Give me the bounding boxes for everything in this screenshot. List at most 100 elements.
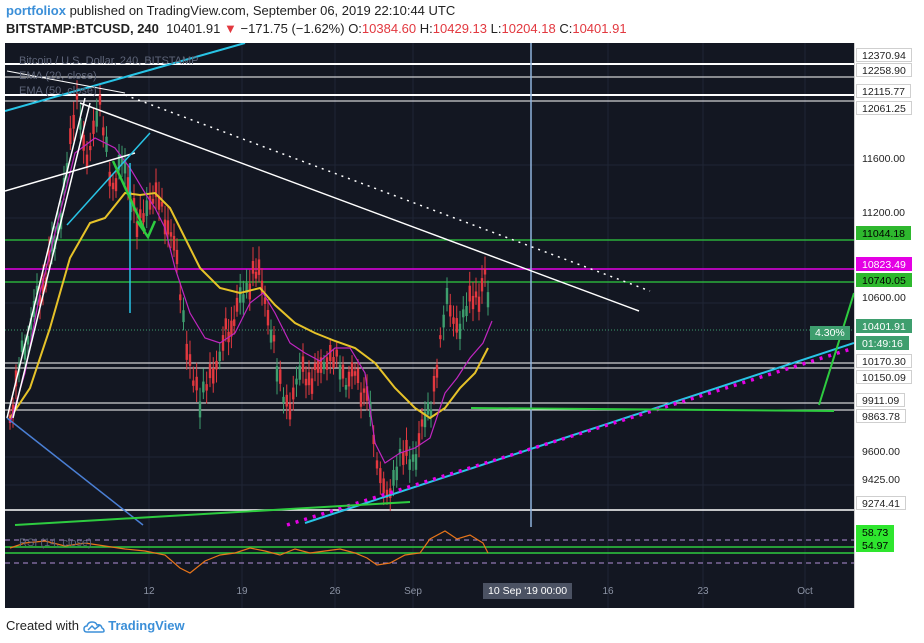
candle-body xyxy=(126,177,130,193)
change-value: −171.75 (−1.62%) xyxy=(240,21,345,36)
candle-body xyxy=(157,195,161,210)
candle-body xyxy=(117,154,121,171)
price-label: 10600.00 xyxy=(856,290,912,304)
low-label: L: xyxy=(490,21,502,36)
candle-body xyxy=(23,343,27,360)
candle-body xyxy=(202,381,205,393)
candle-body xyxy=(445,287,449,304)
time-tick-label: Oct xyxy=(797,586,813,597)
candle-body xyxy=(298,365,301,380)
candle-body xyxy=(142,213,145,223)
close-label: C: xyxy=(559,21,573,36)
candle-body xyxy=(356,368,360,384)
candle-body xyxy=(175,249,179,265)
price-label: 12370.94 xyxy=(856,48,912,62)
candle-body xyxy=(266,310,270,326)
candle-body xyxy=(260,280,264,294)
candle-body xyxy=(379,468,382,484)
candle-body xyxy=(362,388,366,393)
candle-body xyxy=(313,363,317,371)
candle-body xyxy=(372,434,375,445)
candle-body xyxy=(179,294,182,301)
candle-body xyxy=(420,419,424,427)
candle-body xyxy=(208,363,212,379)
candle-body xyxy=(402,452,405,465)
price-label: 11600.00 xyxy=(856,151,912,165)
price-label: 10150.09 xyxy=(856,370,912,384)
author-name[interactable]: portfoliox xyxy=(6,3,66,18)
candle-body xyxy=(398,449,402,454)
candle-body xyxy=(295,378,298,385)
candle-body xyxy=(483,268,487,275)
candle-body xyxy=(449,305,452,317)
candle-body xyxy=(29,318,33,330)
time-tick-label: 19 xyxy=(236,586,248,597)
candle-body xyxy=(310,378,314,394)
candle-body xyxy=(221,335,225,351)
candle-body xyxy=(272,335,276,342)
time-axis[interactable]: 12 19 26 Sep 16 23 Oct xyxy=(5,580,854,608)
candle-body xyxy=(172,235,176,251)
candle-body xyxy=(285,394,288,407)
candle-body xyxy=(98,94,102,105)
time-tick-label: Sep xyxy=(404,586,422,597)
candle-body xyxy=(75,93,79,100)
candle-body xyxy=(282,396,285,403)
candle-body xyxy=(123,160,127,174)
candle-body xyxy=(235,297,239,312)
candle-body xyxy=(429,409,433,417)
candle-body xyxy=(205,384,208,391)
chart-pane[interactable]: Bitcoin / U.S. Dollar, 240, BITSTAMP EMA… xyxy=(5,43,854,608)
trend-lines[interactable] xyxy=(5,43,854,527)
tradingview-logo-text[interactable]: TradingView xyxy=(108,618,185,633)
tradingview-cloud-icon xyxy=(82,620,105,633)
chart-drawing[interactable] xyxy=(5,43,854,608)
publish-info: portfoliox published on TradingView.com,… xyxy=(6,3,455,18)
candle-body xyxy=(486,292,490,308)
last-price: 10401.91 xyxy=(166,21,221,36)
candle-body xyxy=(38,295,42,307)
candle-body xyxy=(85,154,89,168)
candle-body xyxy=(224,318,227,330)
candle-body xyxy=(442,314,445,328)
candle-body xyxy=(135,221,139,238)
price-label: 11200.00 xyxy=(856,205,912,219)
candle-body xyxy=(347,371,351,387)
candle-body xyxy=(426,402,430,415)
price-label: 12115.77 xyxy=(856,84,912,98)
high-value: 10429.13 xyxy=(432,21,488,36)
horizontal-levels[interactable] xyxy=(5,63,854,511)
candle-body xyxy=(254,271,258,279)
candle-body xyxy=(89,145,92,151)
candle-body xyxy=(462,309,465,318)
candle-body xyxy=(471,295,475,310)
candle-body xyxy=(392,469,395,486)
time-tick-label: 16 xyxy=(602,586,614,597)
candle-body xyxy=(432,375,436,392)
price-label: 9425.00 xyxy=(856,472,906,486)
candle-body xyxy=(72,114,75,129)
candle-body xyxy=(319,357,323,373)
candle-body xyxy=(69,128,72,145)
candle-body xyxy=(218,351,221,362)
ema-fast-line xyxy=(9,137,493,464)
candle-body xyxy=(304,378,308,386)
published-text: published on TradingView.com, September … xyxy=(69,3,456,18)
chart-title-legend: Bitcoin / U.S. Dollar, 240, BITSTAMP xyxy=(19,55,199,67)
candle-body xyxy=(480,278,484,292)
candle-body xyxy=(212,368,215,384)
candle-body xyxy=(335,349,338,357)
candle-body xyxy=(474,291,478,298)
candle-body xyxy=(350,362,354,377)
candle-body xyxy=(154,182,158,198)
candle-body xyxy=(465,305,468,317)
candle-body xyxy=(79,118,82,130)
time-tick-label: 23 xyxy=(697,586,709,597)
candle-body xyxy=(215,360,218,370)
candle-body xyxy=(233,319,236,326)
candle-body xyxy=(239,287,242,303)
time-tick-label: 12 xyxy=(143,586,155,597)
candle-body xyxy=(245,282,248,293)
candle-body xyxy=(411,454,415,462)
candle-body xyxy=(166,220,170,235)
